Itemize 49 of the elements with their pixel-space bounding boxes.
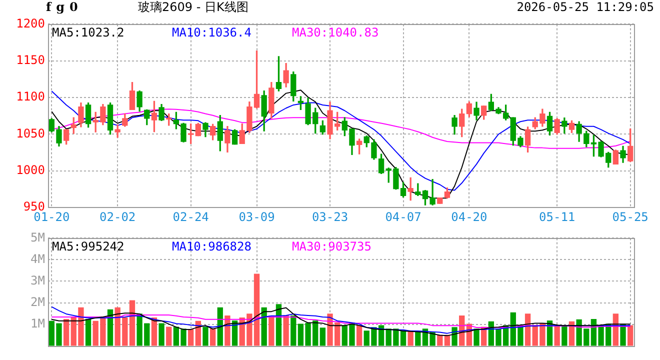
y-tick-label: 4M [30, 252, 45, 266]
x-tick-label: 02-02 [100, 210, 136, 224]
bar [356, 325, 362, 346]
text: MA30:1040.83 [292, 25, 379, 40]
y-tick-label: 1000 [16, 163, 45, 178]
text: MA30:903735 [292, 239, 372, 254]
bar [188, 329, 194, 346]
x-tick-label: 03-23 [312, 210, 348, 224]
y-tick-label: 1150 [16, 53, 45, 68]
chart-title: 玻璃2609 - 日K线图 [138, 0, 248, 14]
bar [202, 326, 208, 346]
bar [166, 326, 172, 346]
text: fg0 [46, 0, 83, 14]
bar [261, 307, 267, 346]
text: MA5:1023.2 [52, 25, 124, 40]
bar [158, 323, 164, 346]
bar [628, 325, 634, 346]
x-tick-label: 04-07 [385, 210, 422, 224]
text: MA5:995242 [52, 239, 124, 254]
y-tick-label: 1100 [16, 90, 45, 104]
bar [276, 304, 282, 346]
y-tick-label: 1M [30, 316, 45, 330]
y-tick-label: 1050 [16, 126, 45, 140]
x-tick-label: 01-20 [34, 210, 70, 224]
bar [415, 331, 421, 346]
bar [554, 325, 560, 346]
x-tick-label: 05-11 [539, 210, 576, 224]
bar [85, 319, 92, 346]
bar [474, 328, 480, 346]
bar [268, 316, 274, 346]
x-tick-label: 02-24 [172, 210, 209, 224]
x-tick-label: 05-25 [612, 210, 648, 224]
x-tick-label: 03-09 [238, 210, 275, 224]
bar [562, 325, 568, 346]
text: MA10:1036.4 [172, 25, 252, 40]
bar [283, 316, 289, 346]
bar [210, 328, 216, 346]
y-tick-label: 2M [30, 294, 45, 309]
bar [224, 316, 230, 346]
bar [63, 319, 70, 346]
y-tick-label: 5M [30, 230, 45, 244]
y-tick-label: 3M [30, 273, 45, 288]
bar [290, 316, 296, 346]
bar [129, 300, 136, 346]
y-tick-label: 1200 [16, 16, 45, 30]
x-tick-label: 04-20 [451, 210, 488, 224]
bar [320, 328, 326, 346]
text: MA10:986828 [172, 239, 252, 254]
text: 2026-05-25 11:29:05 [516, 0, 654, 14]
